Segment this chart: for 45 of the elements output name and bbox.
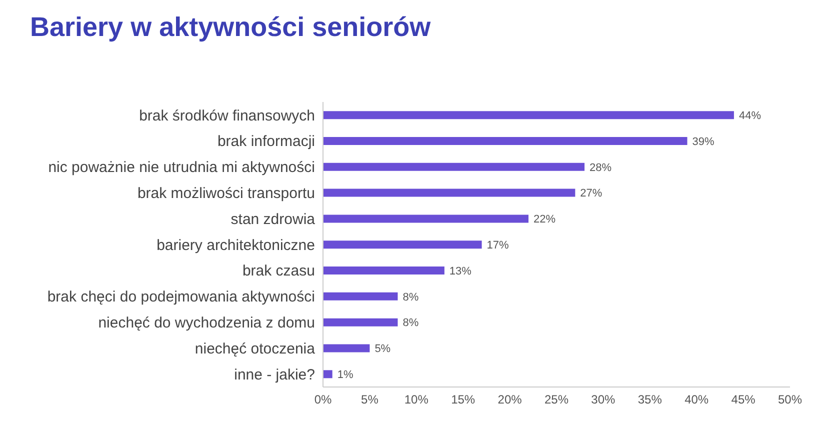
y-tick-label: brak środków finansowych bbox=[139, 107, 315, 124]
data-label: 27% bbox=[580, 188, 602, 200]
bar bbox=[323, 214, 528, 223]
x-tick-label: 20% bbox=[498, 392, 522, 407]
y-tick-label: bariery architektoniczne bbox=[156, 236, 315, 254]
data-label: 8% bbox=[402, 317, 419, 330]
bar bbox=[323, 292, 398, 300]
y-tick-label: brak informacji bbox=[217, 133, 315, 150]
x-tick-label: 40% bbox=[684, 392, 709, 407]
y-tick-label: inne - jakie? bbox=[234, 366, 315, 384]
x-tick-label: 0% bbox=[314, 392, 332, 407]
bar bbox=[323, 266, 444, 275]
y-tick-label: niechęć do wychodzenia z domu bbox=[98, 314, 315, 332]
data-label: 17% bbox=[486, 240, 510, 252]
bar bbox=[323, 162, 585, 171]
data-label: 39% bbox=[692, 136, 714, 148]
x-tick-label: 50% bbox=[778, 392, 802, 407]
y-tick-label: brak czasu bbox=[242, 262, 315, 280]
bar bbox=[323, 240, 482, 249]
data-label: 28% bbox=[590, 162, 612, 174]
bar bbox=[323, 111, 734, 120]
y-tick-label: brak możliwości transportu bbox=[137, 185, 315, 202]
bar bbox=[323, 136, 688, 145]
data-label: 13% bbox=[449, 265, 472, 278]
x-tick-label: 45% bbox=[731, 392, 756, 407]
x-tick-label: 15% bbox=[451, 392, 476, 407]
bar bbox=[323, 188, 576, 197]
data-label: 8% bbox=[402, 291, 419, 304]
bar bbox=[323, 370, 332, 378]
data-label: 44% bbox=[738, 110, 762, 122]
chart-title: Bariery w aktywności seniorów bbox=[29, 11, 432, 44]
x-tick-label: 10% bbox=[404, 392, 429, 407]
x-tick-label: 30% bbox=[591, 392, 616, 407]
x-tick-label: 35% bbox=[638, 392, 662, 407]
data-label: 5% bbox=[374, 343, 391, 356]
x-tick-label: 5% bbox=[361, 392, 379, 407]
bar bbox=[323, 344, 370, 352]
y-tick-label: niechęć otoczenia bbox=[194, 340, 316, 358]
y-tick-label: nic poważnie nie utrudnia mi aktywności bbox=[48, 159, 315, 176]
data-label: 1% bbox=[337, 369, 354, 382]
bar bbox=[323, 318, 398, 326]
data-label: 22% bbox=[533, 214, 556, 226]
y-tick-label: stan zdrowia bbox=[230, 210, 316, 228]
y-tick-label: brak chęci do podejmowania aktywności bbox=[47, 288, 315, 306]
x-tick-label: 25% bbox=[544, 392, 569, 407]
